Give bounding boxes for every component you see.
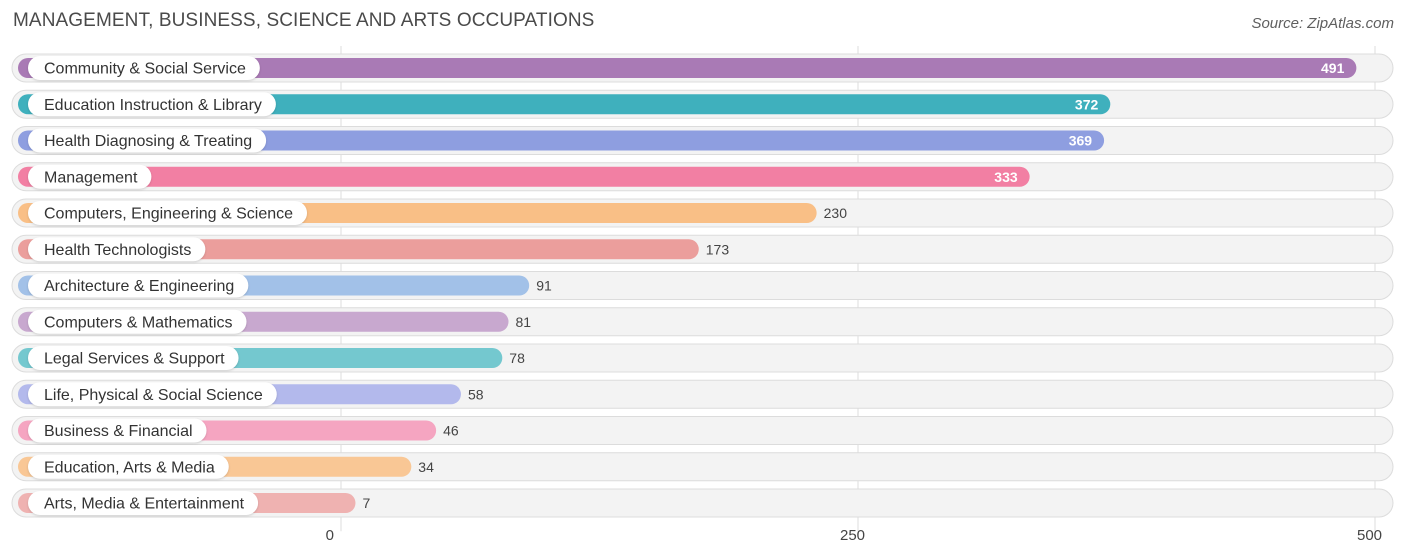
source-label: Source: ZipAtlas.com [1251,15,1394,32]
x-tick-label: 250 [840,527,865,544]
category-label: Business & Financial [44,423,193,440]
value-label: 58 [468,386,484,402]
category-label-pill [28,56,260,80]
category-label-pill [28,273,249,298]
bar-row: Community & Social Service 491 [11,53,1394,83]
category-label-pill [28,201,308,225]
bar-row: Computers, Engineering & Science 230 [11,198,1394,228]
category-label: Community & Social Service [44,61,246,78]
bar-row: Architecture & Engineering 91 [11,271,1394,300]
value-label: 491 [1321,60,1345,76]
value-label: 91 [536,278,552,294]
category-label-pill [28,491,259,515]
category-label: Legal Services & Support [44,351,225,368]
value-label: 81 [516,314,532,330]
category-label-pill [28,418,207,443]
value-label: 46 [443,423,459,439]
category-label-pill [28,346,239,370]
bar-row: Business & Financial 46 [11,416,1394,445]
category-label: Education, Arts & Media [44,459,215,476]
value-label: 333 [994,169,1018,185]
bar [18,130,1105,151]
bar-row: Arts, Media & Entertainment 7 [11,488,1394,518]
bar-row: Education Instruction & Library 372 [11,89,1394,119]
category-label-pill [28,454,229,479]
category-label: Health Technologists [44,242,191,259]
value-label: 173 [706,241,730,257]
chart-title: MANAGEMENT, BUSINESS, SCIENCE AND ARTS O… [13,10,595,31]
bar [18,166,1030,187]
bar [18,58,1357,78]
category-label-pill [28,92,276,117]
category-label: Health Diagnosing & Treating [44,133,252,150]
bar-row: Management 333 [11,162,1394,192]
category-label-pill [28,309,247,334]
category-label: Architecture & Engineering [44,278,234,295]
value-label: 34 [418,459,434,475]
value-label: 372 [1075,96,1099,112]
x-tick-label: 0 [326,527,334,544]
value-label: 7 [362,495,370,511]
bar-row: Life, Physical & Social Science 58 [11,379,1394,409]
category-label-pill [28,237,206,262]
category-label: Computers & Mathematics [44,314,233,331]
category-label-pill [28,128,267,153]
bar-row: Health Diagnosing & Treating 369 [11,126,1394,155]
value-label: 369 [1069,133,1093,149]
row-track [11,488,1394,518]
value-label: 230 [824,205,848,221]
category-label: Management [44,169,138,186]
bar-row: Computers & Mathematics 81 [11,307,1394,337]
category-label: Life, Physical & Social Science [44,387,263,404]
category-label: Education Instruction & Library [44,97,262,114]
value-label: 78 [509,350,525,366]
category-label-pill [28,382,277,407]
category-label-pill [28,164,152,189]
bar-row: Education, Arts & Media 34 [11,452,1394,482]
bar [18,94,1111,115]
bar-row: Legal Services & Support 78 [11,343,1394,373]
category-label: Computers, Engineering & Science [44,206,293,223]
x-tick-label: 500 [1357,527,1382,544]
category-label: Arts, Media & Entertainment [44,496,245,513]
bar-row: Health Technologists 173 [11,234,1394,264]
